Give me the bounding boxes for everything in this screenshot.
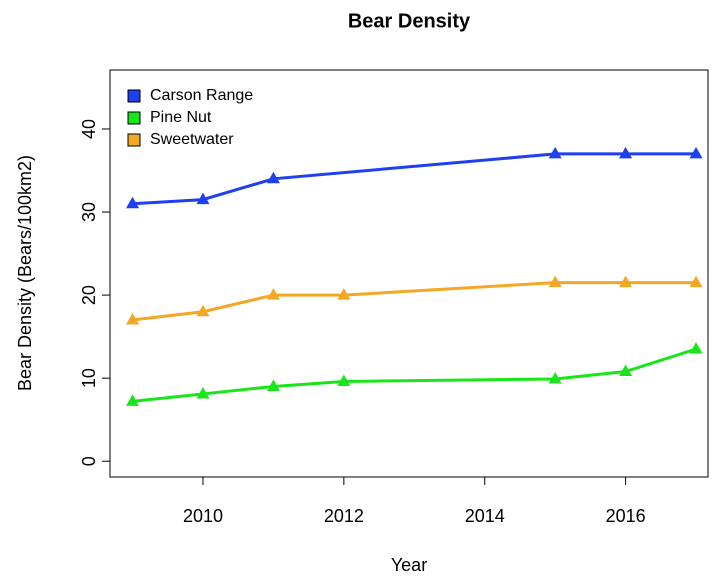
legend-label: Pine Nut [150, 109, 212, 126]
series-line [132, 347, 697, 403]
legend-swatch [127, 89, 141, 103]
point-marker [548, 275, 562, 288]
point-marker [126, 196, 140, 209]
legend-label: Carson Range [150, 87, 253, 104]
y-tick-label: 20 [79, 285, 99, 305]
y-tick-label: 10 [79, 368, 99, 388]
x-tick-label: 2014 [465, 506, 505, 526]
point-marker [196, 386, 210, 399]
legend-label: Sweetwater [150, 131, 234, 148]
point-marker [196, 304, 210, 317]
legend-swatch [127, 111, 141, 125]
point-marker [689, 146, 703, 159]
point-marker [266, 379, 280, 391]
point-marker [196, 192, 210, 205]
y-axis-label: Bear Density (Bears/100km2) [15, 155, 35, 391]
legend-swatch [127, 133, 141, 147]
point-marker [619, 364, 633, 377]
chart-title: Bear Density [348, 10, 471, 32]
series-line [132, 152, 697, 206]
point-marker [266, 288, 280, 300]
x-tick-label: 2012 [324, 506, 364, 526]
point-marker [619, 146, 633, 159]
point-marker [619, 275, 633, 288]
point-marker [689, 275, 703, 288]
point-marker [548, 146, 562, 159]
y-tick-label: 30 [79, 202, 99, 222]
y-tick-label: 0 [79, 456, 99, 466]
point-marker [689, 342, 703, 354]
x-axis-label: Year [391, 555, 427, 575]
point-marker [126, 313, 140, 325]
point-marker [266, 171, 280, 184]
point-marker [126, 394, 140, 406]
x-tick-label: 2016 [606, 506, 646, 526]
plot-frame [109, 69, 709, 478]
y-tick-label: 40 [79, 119, 99, 139]
series-line [132, 281, 697, 322]
point-marker [337, 374, 351, 386]
point-marker [337, 288, 351, 300]
x-tick-label: 2010 [183, 506, 223, 526]
point-marker [548, 371, 562, 384]
